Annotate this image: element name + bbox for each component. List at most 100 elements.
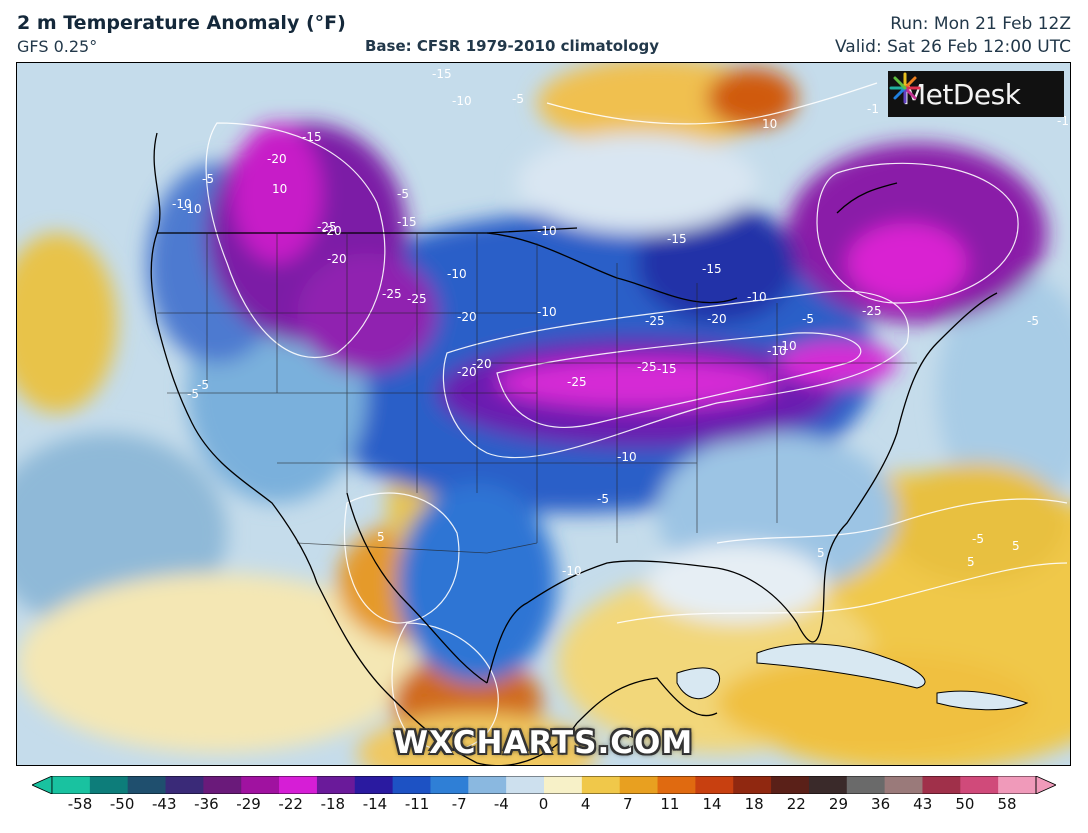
contour-label: -10 [777,339,797,353]
colorbar-tick-label: -29 [236,795,261,813]
contour-label: -15 [432,67,452,81]
model-label: GFS 0.25° [17,37,98,56]
colorbar-tick-label: -22 [278,795,303,813]
colorbar-max-arrow [1035,776,1056,794]
colorbar-tick-label: -4 [493,795,509,813]
coastlines [150,132,998,765]
colorbar-segment [392,776,432,794]
colorbar-tick-label: -11 [404,795,430,813]
contour-label: -10 [747,290,767,304]
contour-labels: -15-10-5-510-1-15-20-15-10-5-10-20-25-25… [172,67,1071,578]
metdesk-logo: MetDesk [888,71,1064,117]
colorbar-tick-label: 4 [580,795,591,813]
colorbar-ticks: -58 -50 -43 -36 -29 -22 -18 -14 -11 -7 -4 0 4 7 11 14 18… [0,795,1088,819]
contour-label: 10 [762,117,777,131]
contour-label: -25 [317,220,337,234]
contour-label: -5 [802,312,814,326]
contour-label: -25 [382,287,402,301]
contour-label: -25 [407,292,427,306]
colorbar-tick-label: 50 [955,795,975,813]
contour-label: -5 [197,378,209,392]
contour-label: -15 [657,362,677,376]
anomaly-map: -15-10-5-510-1-15-20-15-10-5-10-20-25-25… [16,62,1071,766]
contour-label: -20 [267,152,287,166]
colorbar-segment [771,776,810,794]
colorbar-tick-label: 14 [702,795,722,813]
colorbar-tick-label: 43 [913,795,933,813]
colorbar-segment [203,776,242,794]
climatology-base-label: Base: CFSR 1979-2010 climatology [365,37,660,55]
colorbar-segment [695,776,734,794]
contour-label: 5 [377,530,385,544]
colorbar-segment [808,776,848,794]
state-borders [157,233,917,554]
contour-label: -10 [537,305,557,319]
colorbar-min-arrow [32,776,53,794]
colorbar-tick-label: 29 [828,795,848,813]
contour-label: -25 [862,304,882,318]
colorbar-tick-label: 7 [622,795,633,813]
contour-label: -25 [637,360,657,374]
colorbar-segment [733,776,772,794]
contour-lines [205,82,1068,751]
caribbean-islands [676,643,1029,711]
contour-label: -10 [452,94,472,108]
contour-label: -10 [182,202,202,216]
contour-label: -15 [667,232,687,246]
contour-label: -5 [202,172,214,186]
chart-title: 2 m Temperature Anomaly (°F) [17,12,346,34]
colorbar-tick-label: -50 [109,795,135,813]
wxcharts-watermark: WXCHARTS.COM [393,725,694,761]
contour-label: -10 [767,344,787,358]
colorbar-tick-label: -18 [320,795,346,813]
contour-label: -20 [327,252,347,266]
metdesk-pinwheel-icon [889,72,921,104]
contour-label: -15 [702,262,722,276]
contour-label: -10 [537,224,557,238]
colorbar-segment [354,776,394,794]
colorbar-segment [960,776,999,794]
colorbar-segment [884,776,924,794]
contour-label: -10 [172,197,192,211]
contour-label: -15 [1057,114,1071,128]
contour-label: -5 [512,92,524,106]
colorbar-tick-label: -43 [152,795,177,813]
colorbar-tick-label: -36 [194,795,219,813]
colorbar-tick-label: -58 [67,795,93,813]
colorbar-tick-label: 18 [744,795,764,813]
colorbar-tick-label: 22 [786,795,806,813]
anomaly-field [17,63,1070,765]
contour-label: -10 [617,450,637,464]
colorbar-segment [279,776,318,794]
colorbar-tick-label: 11 [660,795,680,813]
colorbar-segment [657,776,696,794]
colorbar-segment [316,776,356,794]
colorbar [32,776,1056,794]
colorbar-segment [430,776,469,794]
contour-label: 5 [1012,539,1020,553]
contour-label: -10 [447,267,467,281]
colorbar-segment [89,776,129,794]
colorbar-segment [544,776,583,794]
contour-label: 10 [272,182,287,196]
colorbar-segment [846,776,886,794]
run-time-label: Run: Mon 21 Feb 12Z [890,14,1071,34]
contour-label: -25 [567,375,587,389]
colorbar-segment [468,776,507,794]
colorbar-tick-label: 0 [538,795,549,813]
contour-label: -15 [397,215,417,229]
contour-label: -20 [472,357,492,371]
contour-label: -20 [707,312,727,326]
map-canvas: -15-10-5-510-1-15-20-15-10-5-10-20-25-25… [17,63,1071,765]
contour-label: 5 [817,546,825,560]
contour-label: -1 [867,102,879,116]
colorbar-segment [127,776,167,794]
colorbar-segment [165,776,204,794]
contour-label: -20 [322,224,342,238]
colorbar-tick-label: 36 [871,795,891,813]
colorbar-segment [998,776,1037,794]
contour-label: -20 [457,365,477,379]
colorbar-segment [581,776,621,794]
metdesk-logo-text: MetDesk [902,77,1021,111]
contour-label: -5 [1027,314,1039,328]
